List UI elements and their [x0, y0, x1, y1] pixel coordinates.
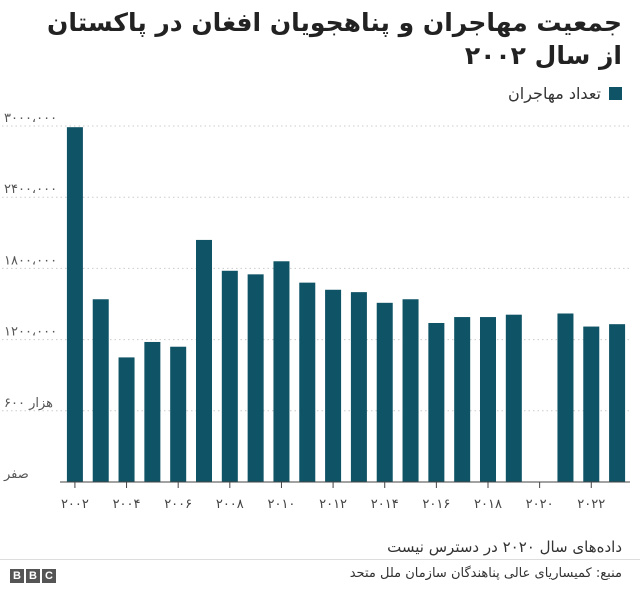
- legend: تعداد مهاجران: [508, 84, 622, 103]
- y-tick-label: ۱۸۰۰،۰۰۰: [4, 253, 57, 268]
- bar: [170, 346, 187, 482]
- bar: [325, 289, 342, 482]
- y-tick-label: صفر: [3, 467, 29, 482]
- bar: [247, 274, 264, 482]
- y-tick-label: ۱۲۰۰،۰۰۰: [4, 325, 57, 340]
- bar: [144, 341, 161, 482]
- bars-layer: [66, 127, 626, 482]
- x-tick-label: ۲۰۰۲: [61, 497, 89, 512]
- bar: [92, 299, 109, 482]
- x-tick-label: ۲۰۱۰: [267, 497, 295, 512]
- bar: [428, 322, 445, 482]
- y-axis: صفر ۶۰۰ هزار ۱۲۰۰،۰۰۰ ۱۸۰۰،۰۰۰ ۲۴۰۰،۰۰۰ ۳۰۰۰،…: [3, 111, 57, 482]
- footer-divider: [0, 559, 640, 560]
- bar: [402, 299, 419, 482]
- data-note: داده‌های سال ۲۰۲۰ در دسترس نیست: [387, 538, 622, 556]
- bar: [350, 292, 367, 482]
- y-tick-label: ۲۴۰۰،۰۰۰: [4, 182, 57, 197]
- y-tick-label: ۶۰۰ هزار: [4, 396, 53, 411]
- bar: [118, 357, 135, 482]
- x-tick-label: ۲۰۲۰: [526, 497, 554, 512]
- bbc-logo-letter: C: [42, 569, 56, 583]
- x-tick-label: ۲۰۱۸: [474, 497, 502, 512]
- x-tick-label: ۲۰۱۴: [371, 497, 399, 512]
- x-tick-label: ۲۰۲۲: [577, 497, 605, 512]
- bar: [454, 317, 471, 482]
- bbc-logo-letter: B: [26, 569, 40, 583]
- bar-chart: ۲۰۰۲ ۲۰۰۴ ۲۰۰۶ ۲۰۰۸ ۲۰۱۰ ۲۰۱۲ ۲۰۱۴ ۲۰۱۶ ۲۰۱۸ ۲۰۲۰…: [2, 111, 630, 512]
- bar: [479, 317, 497, 482]
- legend-label: تعداد مهاجران: [508, 84, 601, 103]
- x-tick-label: ۲۰۰۶: [164, 497, 192, 512]
- x-tick-label: ۲۰۱۲: [319, 497, 347, 512]
- chart-title: جمعیت مهاجران و پناهجویان افغان در پاکست…: [47, 8, 622, 70]
- legend-swatch: [609, 87, 622, 100]
- bar: [609, 324, 626, 482]
- x-tick-label: ۲۰۰۴: [113, 497, 141, 512]
- bar: [273, 261, 290, 482]
- y-tick-label: ۳۰۰۰،۰۰۰: [4, 111, 57, 126]
- bar: [66, 127, 83, 482]
- bar: [376, 302, 393, 482]
- x-tick-label: ۲۰۱۶: [422, 497, 450, 512]
- bar: [583, 326, 600, 482]
- x-tick-label: ۲۰۰۸: [216, 497, 244, 512]
- bbc-logo: B B C: [10, 569, 56, 583]
- bar: [299, 282, 316, 482]
- bar: [195, 239, 213, 482]
- bbc-logo-letter: B: [10, 569, 24, 583]
- x-axis: ۲۰۰۲ ۲۰۰۴ ۲۰۰۶ ۲۰۰۸ ۲۰۱۰ ۲۰۱۲ ۲۰۱۴ ۲۰۱۶ ۲۰۱۸ ۲۰۲۰…: [60, 481, 630, 512]
- bar: [505, 314, 522, 482]
- bar: [557, 313, 574, 482]
- bar: [221, 270, 238, 482]
- source-text: منبع: کمیساریای عالی پناهندگان سازمان مل…: [349, 566, 622, 581]
